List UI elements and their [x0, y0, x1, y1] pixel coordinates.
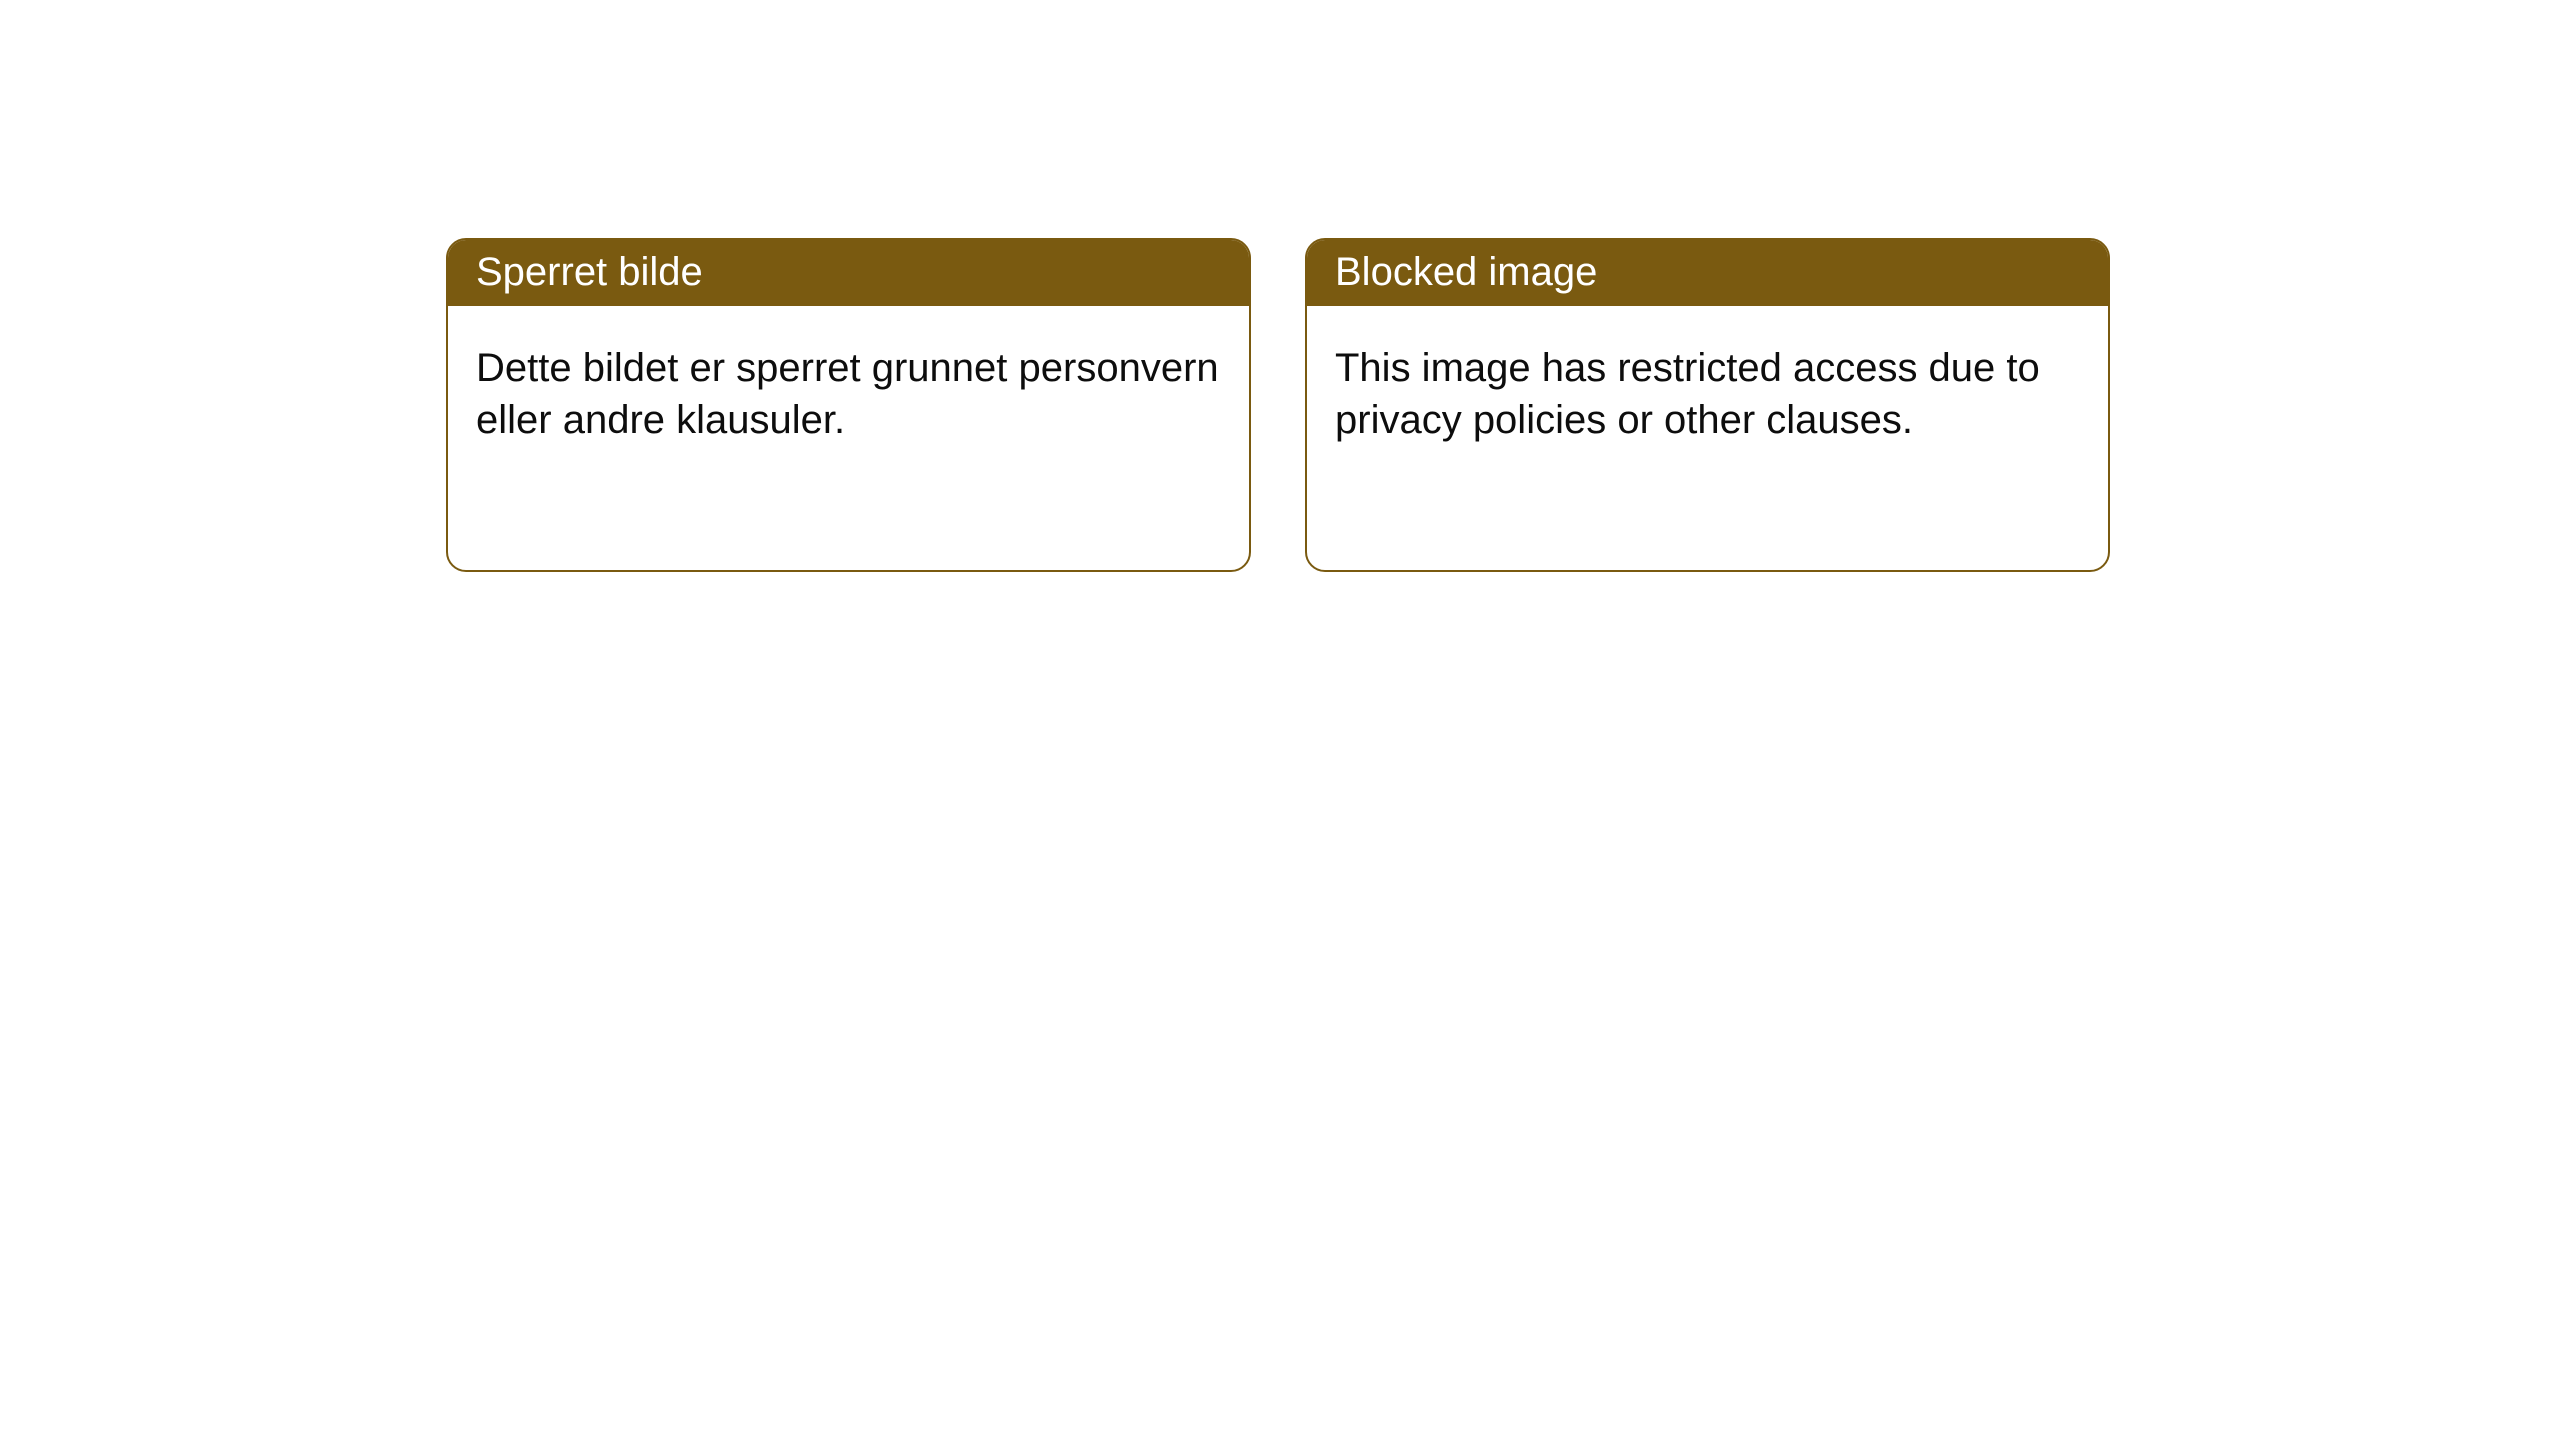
notice-container: Sperret bilde Dette bildet er sperret gr…: [0, 0, 2560, 572]
card-header: Sperret bilde: [448, 240, 1249, 306]
card-body: Dette bildet er sperret grunnet personve…: [448, 306, 1249, 482]
blocked-image-card-no: Sperret bilde Dette bildet er sperret gr…: [446, 238, 1251, 572]
card-body: This image has restricted access due to …: [1307, 306, 2108, 482]
blocked-image-card-en: Blocked image This image has restricted …: [1305, 238, 2110, 572]
card-header: Blocked image: [1307, 240, 2108, 306]
